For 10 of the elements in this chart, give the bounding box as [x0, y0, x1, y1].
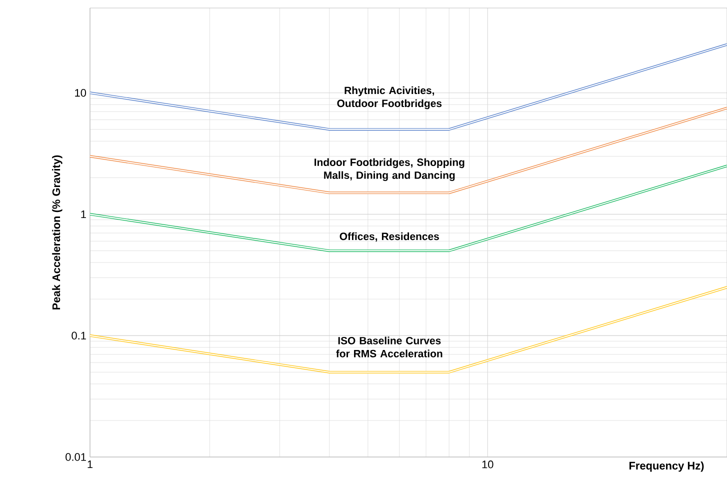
y-axis-title: Peak Acceleration (% Gravity) [52, 155, 62, 310]
y-tick-label: 1 [81, 210, 86, 218]
annotation: Offices, Residences [340, 232, 439, 242]
y-tick-label: 0.01 [66, 453, 86, 461]
y-tick-label: 0.1 [72, 332, 86, 340]
x-axis-title: Frequency Hz) [629, 462, 704, 472]
y-tick-label: 10 [75, 88, 86, 97]
annotation: Rhytmic Acivities, Outdoor Footbridges [337, 86, 442, 110]
annotation: ISO Baseline Curves for RMS Acceleration [336, 336, 442, 358]
annotation: Indoor Footbridges, Shopping Malls, Dining and Dancing [314, 158, 464, 182]
